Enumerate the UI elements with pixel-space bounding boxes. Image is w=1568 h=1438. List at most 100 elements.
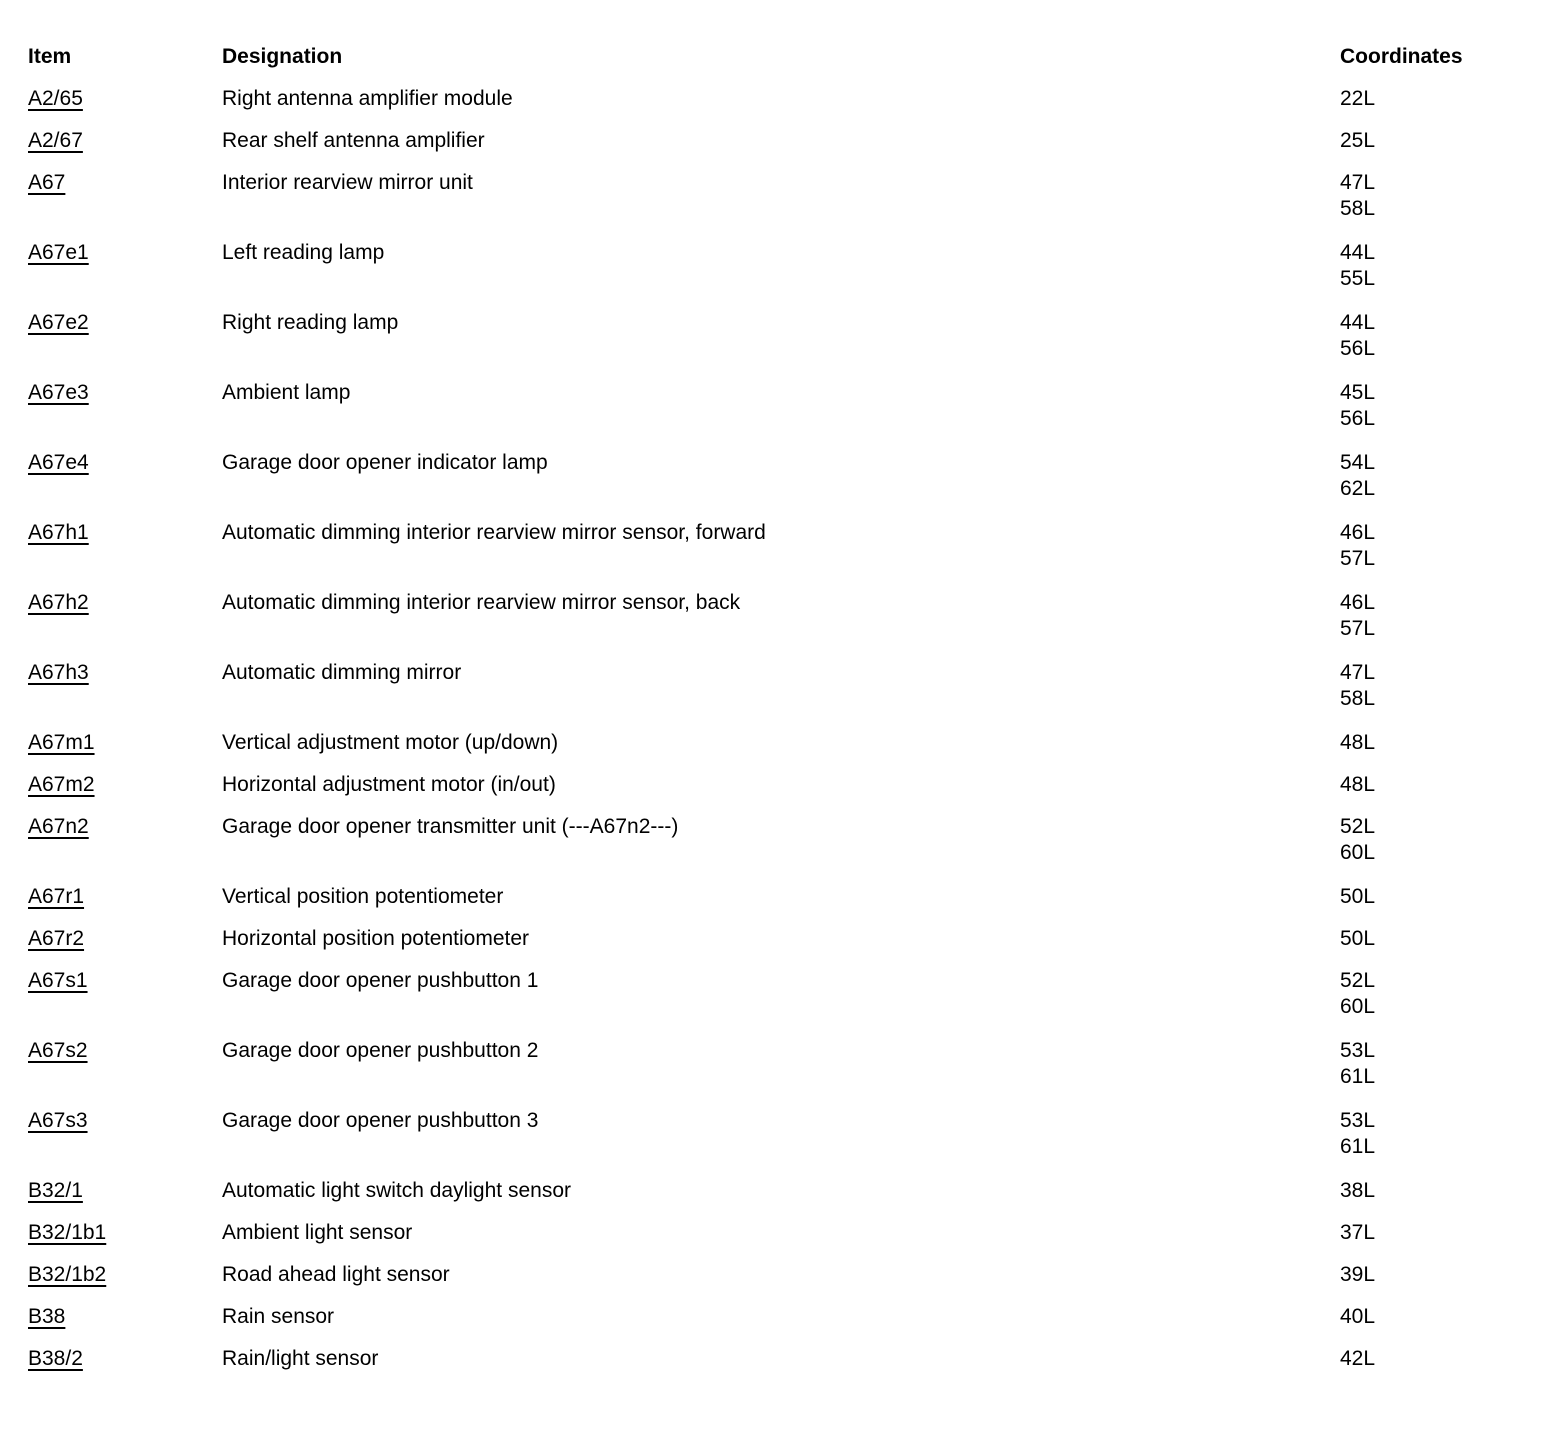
table-header-row: Item Designation Coordinates (28, 44, 1568, 70)
item-code-link[interactable]: B38 (28, 1305, 66, 1328)
table-row: A67h1 Automatic dimming interior rearview… (28, 520, 1568, 572)
coordinates-cell: 47L 58L (1340, 170, 1540, 222)
item-code-link[interactable]: A67e2 (28, 311, 89, 334)
table-row: A67h3 Automatic dimming mirror 47L 58L (28, 660, 1568, 712)
item-code-link[interactable]: A67h3 (28, 661, 89, 684)
coordinates-cell: 39L (1340, 1262, 1540, 1288)
item-cell: A67r1 (28, 884, 222, 910)
item-code-link[interactable]: A67r2 (28, 927, 85, 950)
designation-cell: Road ahead light sensor (222, 1263, 450, 1286)
item-code-link[interactable]: A67h2 (28, 591, 89, 614)
coordinates-cell: 25L (1340, 128, 1540, 154)
coordinate-value: 56L (1340, 337, 1376, 360)
coordinates-cell: 48L (1340, 772, 1540, 798)
coordinates-cell: 52L 60L (1340, 968, 1540, 1020)
coordinate-value: 53L (1340, 1039, 1376, 1062)
designation-cell: Automatic dimming interior rearview mirr… (222, 591, 741, 614)
table-row: A67m1 Vertical adjustment motor (up/down)… (28, 730, 1568, 756)
item-cell: A2/67 (28, 128, 222, 154)
coordinates-cell: 52L 60L (1340, 814, 1540, 866)
item-code-link[interactable]: A67e1 (28, 241, 89, 264)
coordinate-value: 58L (1340, 197, 1376, 220)
item-cell: A2/65 (28, 86, 222, 112)
column-header-item: Item (28, 45, 72, 68)
item-cell: A67h2 (28, 590, 222, 616)
item-code-link[interactable]: A67e3 (28, 381, 89, 404)
coordinate-value: 54L (1340, 451, 1376, 474)
coordinates-cell: 47L 58L (1340, 660, 1540, 712)
designation-cell: Automatic dimming mirror (222, 661, 462, 684)
table-row: A67n2 Garage door opener transmitter unit… (28, 814, 1568, 866)
table-row: B32/1b2 Road ahead light sensor 39L (28, 1262, 1568, 1288)
item-code-link[interactable]: A67s3 (28, 1109, 88, 1132)
coordinate-value: 47L (1340, 171, 1376, 194)
item-cell: B38 (28, 1304, 222, 1330)
coordinates-cell: 54L 62L (1340, 450, 1540, 502)
item-code-link[interactable]: A2/67 (28, 129, 83, 152)
item-code-link[interactable]: B32/1 (28, 1179, 83, 1202)
coordinate-value: 40L (1340, 1305, 1376, 1328)
designation-cell: Garage door opener transmitter unit (---… (222, 815, 679, 838)
coordinates-cell: 46L 57L (1340, 590, 1540, 642)
coordinate-value: 60L (1340, 841, 1376, 864)
table-row: A67e4 Garage door opener indicator lamp 54… (28, 450, 1568, 502)
item-cell: A67 (28, 170, 222, 196)
coordinates-cell: 22L (1340, 86, 1540, 112)
item-code-link[interactable]: A67h1 (28, 521, 89, 544)
coordinate-value: 48L (1340, 731, 1376, 754)
designation-cell: Right reading lamp (222, 311, 399, 334)
coordinate-value: 57L (1340, 617, 1376, 640)
item-code-link[interactable]: A67m2 (28, 773, 95, 796)
table-row: A67r1 Vertical position potentiometer 50L (28, 884, 1568, 910)
item-code-link[interactable]: A67s2 (28, 1039, 88, 1062)
coordinate-value: 46L (1340, 591, 1376, 614)
table-row: B32/1 Automatic light switch daylight sen… (28, 1178, 1568, 1204)
item-code-link[interactable]: B32/1b1 (28, 1221, 107, 1244)
item-cell: B32/1 (28, 1178, 222, 1204)
coordinate-value: 62L (1340, 477, 1376, 500)
item-cell: B32/1b2 (28, 1262, 222, 1288)
item-code-link[interactable]: B38/2 (28, 1347, 83, 1370)
designation-cell: Ambient lamp (222, 381, 351, 404)
designation-cell: Interior rearview mirror unit (222, 171, 473, 194)
table-row: A67h2 Automatic dimming interior rearview… (28, 590, 1568, 642)
table-row: A67e3 Ambient lamp 45L 56L (28, 380, 1568, 432)
item-code-link[interactable]: A67r1 (28, 885, 85, 908)
item-code-link[interactable]: A2/65 (28, 87, 83, 110)
column-header-coordinates: Coordinates (1340, 45, 1463, 68)
item-code-link[interactable]: A67n2 (28, 815, 89, 838)
designation-cell: Rain sensor (222, 1305, 335, 1328)
coordinates-cell: 53L 61L (1340, 1108, 1540, 1160)
item-code-link[interactable]: A67m1 (28, 731, 95, 754)
table-row: A67s3 Garage door opener pushbutton 3 53L 6… (28, 1108, 1568, 1160)
coordinate-value: 46L (1340, 521, 1376, 544)
item-cell: A67e3 (28, 380, 222, 406)
item-code-link[interactable]: A67s1 (28, 969, 88, 992)
coordinate-value: 42L (1340, 1347, 1376, 1370)
item-code-link[interactable]: B32/1b2 (28, 1263, 107, 1286)
coordinate-value: 55L (1340, 267, 1376, 290)
item-cell: A67n2 (28, 814, 222, 840)
designation-cell: Horizontal adjustment motor (in/out) (222, 773, 556, 796)
coordinates-cell: 53L 61L (1340, 1038, 1540, 1090)
coordinate-value: 57L (1340, 547, 1376, 570)
item-code-link[interactable]: A67 (28, 171, 66, 194)
table-row: A67s2 Garage door opener pushbutton 2 53L 6… (28, 1038, 1568, 1090)
coordinates-cell: 37L (1340, 1220, 1540, 1246)
designation-cell: Garage door opener indicator lamp (222, 451, 548, 474)
coordinate-value: 44L (1340, 311, 1376, 334)
coordinates-cell: 45L 56L (1340, 380, 1540, 432)
designation-cell: Automatic dimming interior rearview mirr… (222, 521, 766, 544)
designation-cell: Automatic light switch daylight sensor (222, 1179, 571, 1202)
designation-cell: Vertical position potentiometer (222, 885, 504, 908)
coordinate-value: 37L (1340, 1221, 1376, 1244)
item-cell: A67r2 (28, 926, 222, 952)
item-code-link[interactable]: A67e4 (28, 451, 89, 474)
coordinate-value: 56L (1340, 407, 1376, 430)
coordinates-cell: 40L (1340, 1304, 1540, 1330)
item-cell: A67s2 (28, 1038, 222, 1064)
coordinates-cell: 50L (1340, 926, 1540, 952)
table-row: B38/2 Rain/light sensor 42L (28, 1346, 1568, 1372)
coordinates-cell: 38L (1340, 1178, 1540, 1204)
column-header-designation: Designation (222, 45, 343, 68)
